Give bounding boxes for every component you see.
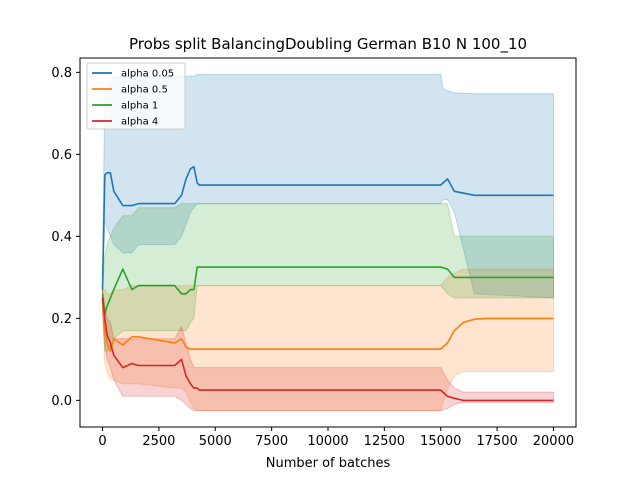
x-tick-label: 15000 — [420, 434, 461, 449]
chart-title: Probs split BalancingDoubling German B10… — [129, 35, 527, 54]
legend-label-2: alpha 0.5 — [121, 85, 168, 96]
x-tick-label: 5000 — [199, 434, 232, 449]
series-line-4 — [101, 297, 554, 402]
x-tick-label: 10000 — [307, 434, 348, 449]
x-axis: 0 2500 5000 7500 10000 12500 15000 17500 20000 — [98, 427, 574, 449]
legend: alpha 0.05 alpha 0.5 alpha 1 alpha 4 — [86, 62, 186, 130]
x-tick-label: 2500 — [142, 434, 175, 449]
confidence-bands — [102, 73, 554, 412]
y-tick-label: 0.2 — [51, 312, 72, 327]
x-tick-label: 17500 — [476, 434, 517, 449]
y-tick-label: 0.4 — [51, 230, 72, 245]
series-line-3 — [101, 266, 554, 316]
y-tick-label: 0.0 — [51, 394, 72, 409]
x-tick-label: 12500 — [364, 434, 405, 449]
legend-box — [86, 62, 186, 130]
y-tick-label: 0.8 — [51, 66, 72, 81]
x-tick-label: 7500 — [255, 434, 288, 449]
x-axis-label: Number of batches — [266, 456, 391, 471]
y-tick-label: 0.6 — [51, 148, 72, 163]
series-lines — [101, 165, 554, 402]
band-3 — [102, 203, 554, 352]
x-tick-label: 0 — [98, 434, 106, 449]
y-axis: 0.0 0.2 0.4 0.6 0.8 — [51, 66, 80, 409]
legend-label-3: alpha 1 — [121, 101, 158, 112]
legend-label-4: alpha 4 — [121, 117, 158, 128]
series-line-1 — [101, 165, 554, 290]
legend-label-1: alpha 0.05 — [121, 69, 174, 80]
x-tick-label: 20000 — [533, 434, 574, 449]
series-line-2 — [101, 297, 554, 353]
